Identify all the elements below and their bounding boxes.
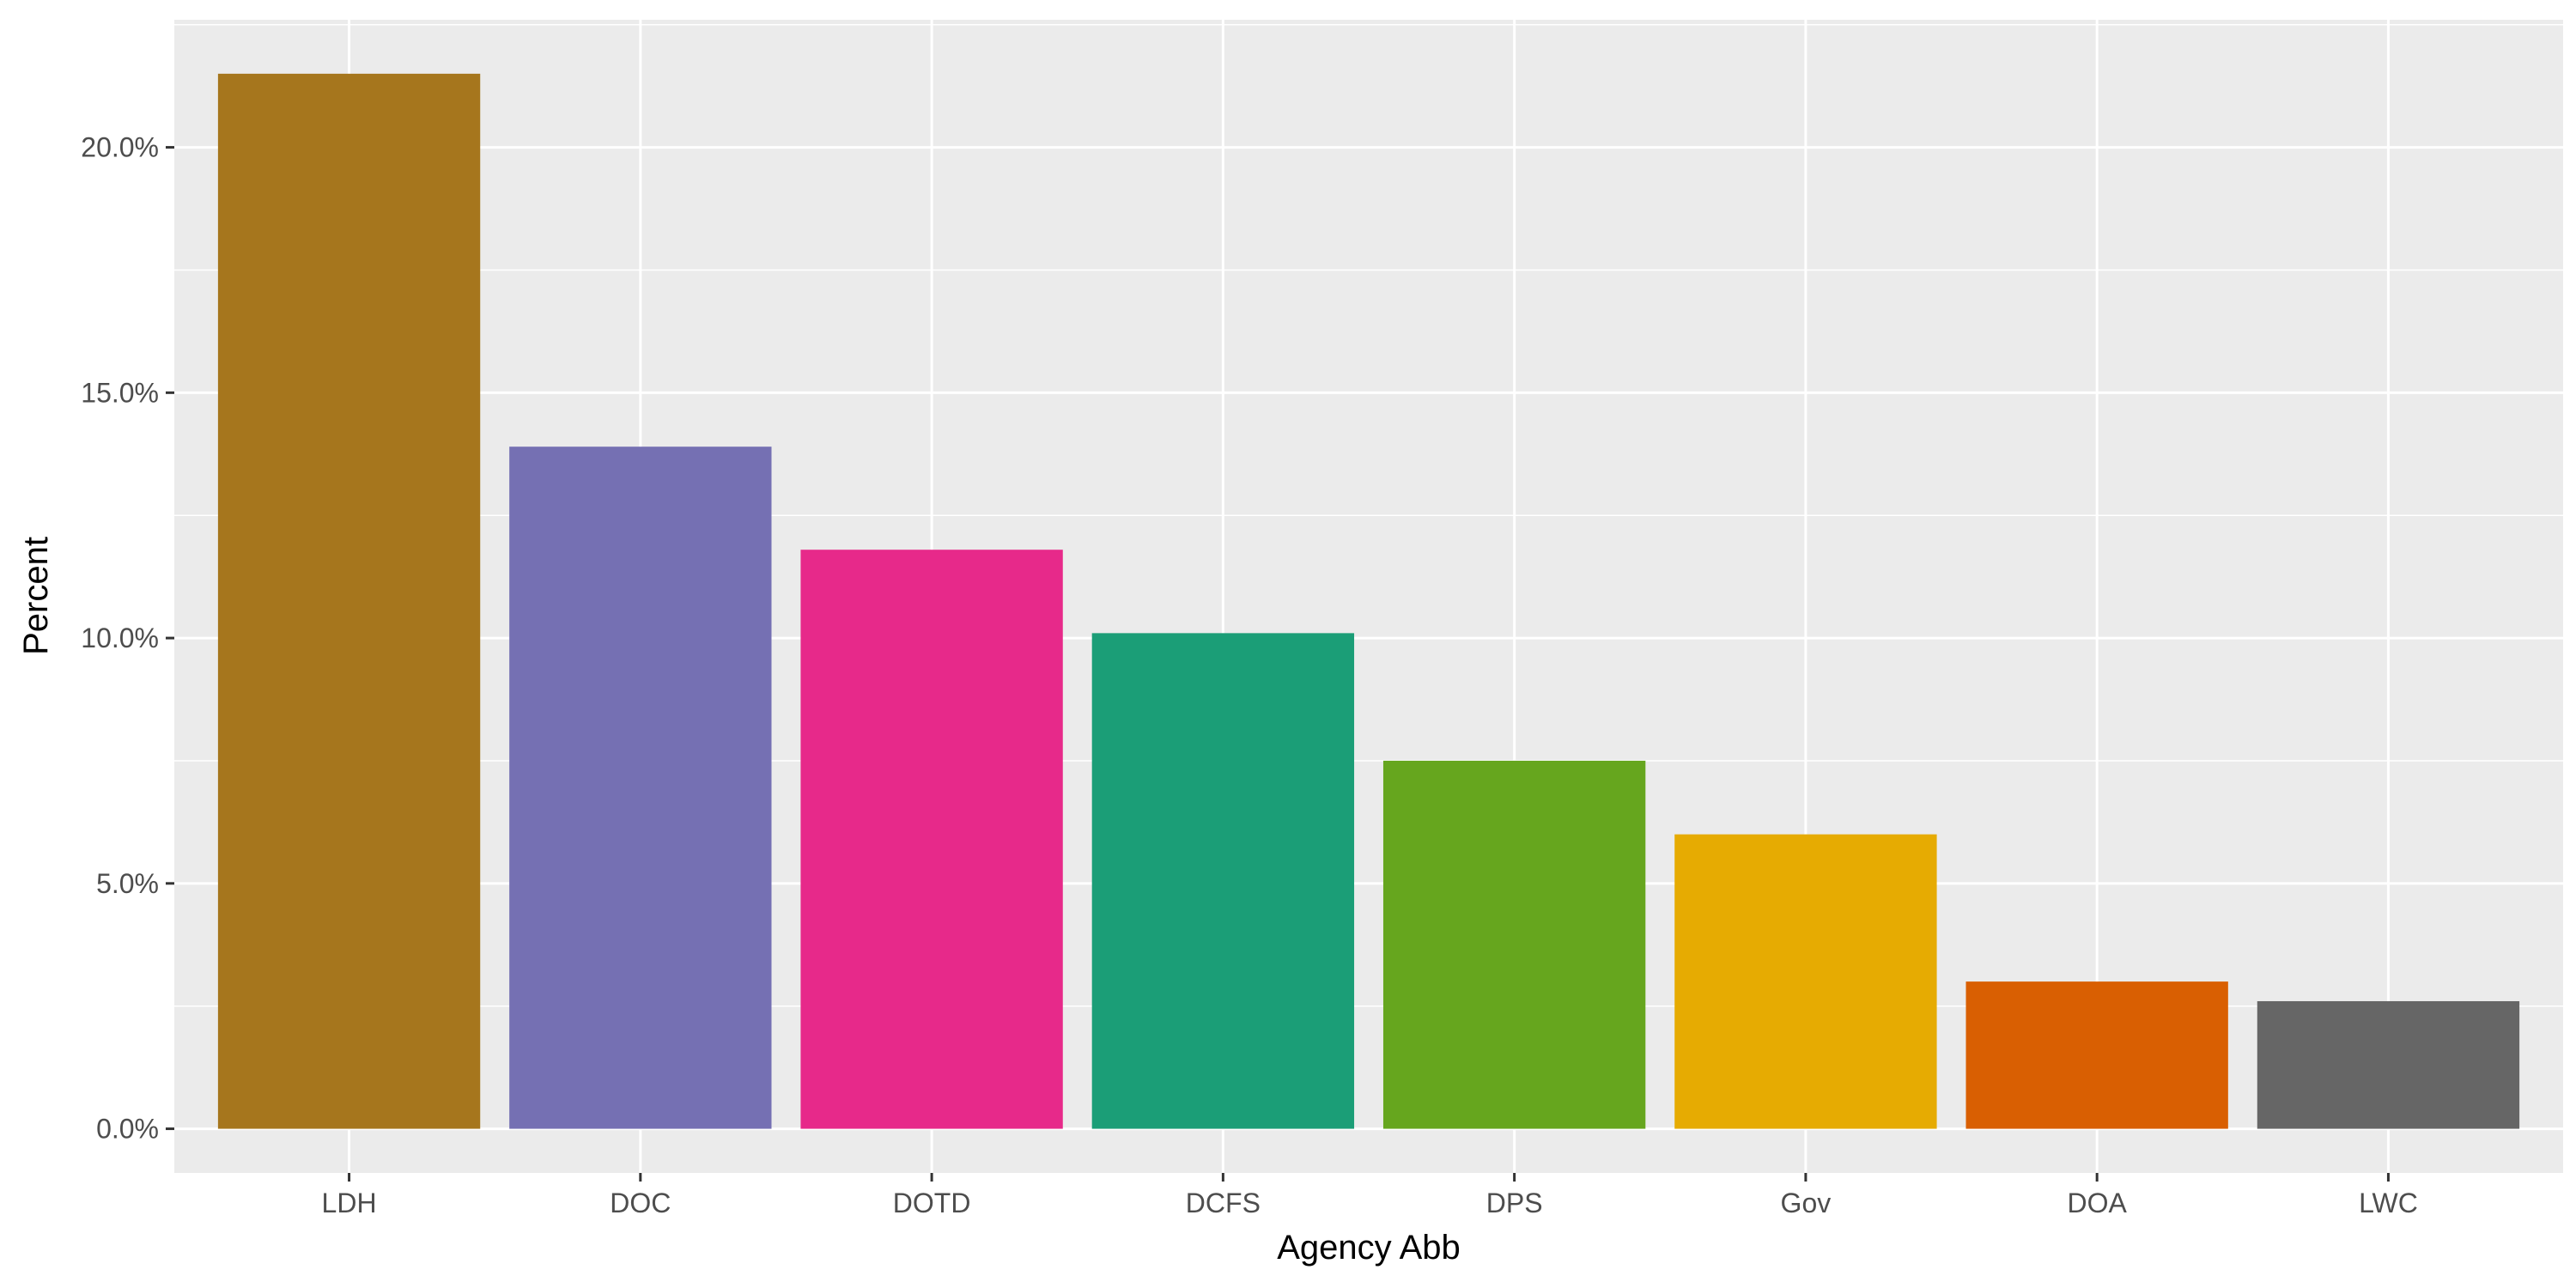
bar-doc bbox=[509, 447, 772, 1129]
bar-dps bbox=[1382, 760, 1646, 1129]
y-axis: 0.0% 5.0% 10.0% 15.0% 20.0% bbox=[81, 132, 174, 1145]
x-tick-label: DOC bbox=[610, 1188, 671, 1218]
x-tick-label: LDH bbox=[322, 1188, 377, 1218]
x-tick-label: Gov bbox=[1781, 1188, 1832, 1218]
y-tick-label: 15.0% bbox=[81, 377, 159, 408]
x-tick-label: LWC bbox=[2359, 1188, 2418, 1218]
x-tick-label: DOTD bbox=[893, 1188, 971, 1218]
y-axis-title: Percent bbox=[17, 537, 55, 655]
x-axis-title: Agency Abb bbox=[1277, 1229, 1461, 1267]
y-tick-label: 10.0% bbox=[81, 623, 159, 653]
bar-gov bbox=[1674, 834, 1937, 1129]
y-tick-label: 0.0% bbox=[96, 1114, 159, 1145]
bar-doa bbox=[1965, 981, 2228, 1129]
bars bbox=[217, 73, 2520, 1129]
y-tick-label: 5.0% bbox=[96, 868, 159, 899]
x-tick-label: DOA bbox=[2067, 1188, 2127, 1218]
x-tick-label: DPS bbox=[1486, 1188, 1543, 1218]
bar-dotd bbox=[800, 550, 1063, 1129]
bar-ldh bbox=[217, 73, 481, 1129]
x-tick-label: DCFS bbox=[1186, 1188, 1261, 1218]
x-axis: LDH DOC DOTD DCFS DPS Gov DOA LWC bbox=[322, 1173, 2418, 1218]
bar-lwc bbox=[2257, 1000, 2520, 1129]
bar-dcfs bbox=[1091, 633, 1355, 1129]
y-tick-label: 20.0% bbox=[81, 132, 159, 163]
